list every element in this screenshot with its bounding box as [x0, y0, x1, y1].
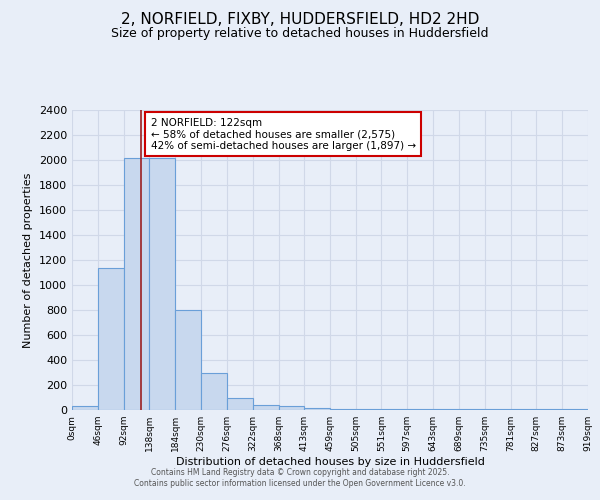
- Bar: [201, 372, 227, 410]
- Text: 2, NORFIELD, FIXBY, HUDDERSFIELD, HD2 2HD: 2, NORFIELD, FIXBY, HUDDERSFIELD, HD2 2H…: [121, 12, 479, 28]
- Bar: [278, 406, 304, 410]
- Text: 2 NORFIELD: 122sqm
← 58% of detached houses are smaller (2,575)
42% of semi-deta: 2 NORFIELD: 122sqm ← 58% of detached hou…: [151, 118, 416, 150]
- Bar: [227, 398, 253, 410]
- Bar: [175, 310, 201, 410]
- Bar: [124, 158, 149, 410]
- X-axis label: Distribution of detached houses by size in Huddersfield: Distribution of detached houses by size …: [176, 457, 484, 467]
- Bar: [330, 409, 356, 410]
- Bar: [98, 268, 124, 410]
- Bar: [253, 405, 278, 410]
- Text: Size of property relative to detached houses in Huddersfield: Size of property relative to detached ho…: [111, 28, 489, 40]
- Y-axis label: Number of detached properties: Number of detached properties: [23, 172, 34, 348]
- Bar: [72, 406, 98, 410]
- Bar: [149, 158, 175, 410]
- Bar: [304, 408, 330, 410]
- Text: Contains HM Land Registry data © Crown copyright and database right 2025.
Contai: Contains HM Land Registry data © Crown c…: [134, 468, 466, 487]
